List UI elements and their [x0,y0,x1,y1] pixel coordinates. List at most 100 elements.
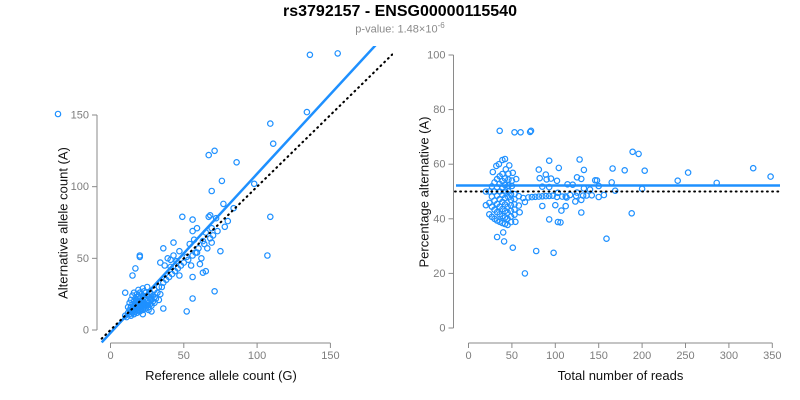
data-point [250,180,258,188]
data-point [501,194,509,202]
data-point [572,192,580,200]
right-plot-x-tick-label: 150 [590,350,608,362]
data-point [189,273,196,281]
data-point [202,267,210,275]
data-point [195,245,202,252]
left-plot-y-tick-label: 50 [77,253,89,265]
data-point [189,227,196,235]
data-point [158,283,166,291]
data-point [593,177,601,184]
data-point [499,229,507,236]
data-point [157,259,164,266]
data-point [558,207,565,214]
data-point [496,127,504,135]
data-point [554,218,562,226]
left-y-axis-title: Alternative allele count (A) [55,147,71,299]
data-point [198,254,205,262]
data-point [218,177,226,185]
data-point [173,257,180,265]
data-point [549,192,557,200]
data-point [577,175,585,183]
data-point [515,202,523,209]
data-point [206,212,214,219]
data-point [507,218,515,226]
data-point [266,120,274,127]
right-plot-y-tick-label: 0 [439,323,445,335]
data-point [558,193,566,200]
right-plot-y-tick-label: 80 [433,104,445,116]
data-point [550,249,557,257]
data-point [211,287,218,295]
data-point [547,175,555,182]
data-point [269,140,277,148]
data-point [528,193,536,201]
right-plot-y-tick-label: 40 [433,213,445,225]
data-point [205,151,213,159]
data-point [504,209,511,217]
left-plot-points [121,50,342,321]
data-point [504,203,511,211]
data-point [140,287,148,295]
data-point [641,167,649,175]
data-point [489,168,497,176]
data-point [749,164,757,172]
data-point [535,166,543,173]
data-point [532,247,540,255]
data-point [501,155,509,163]
data-point [588,192,596,199]
right-x-axis-title: Total number of reads [557,368,684,383]
data-point [306,51,314,59]
data-point [576,156,583,163]
data-point [571,198,579,205]
data-point [517,129,524,136]
data-point [493,233,501,241]
data-point [167,263,174,271]
right-plot-points [482,127,774,277]
left-plot-x-tick-label: 150 [321,350,339,362]
data-point [551,201,559,209]
data-point [224,217,232,225]
data-point [521,198,529,206]
data-point [170,252,177,259]
right-plot-x-tick-label: 0 [465,350,471,362]
data-point [143,283,151,291]
data-point [555,164,563,172]
data-point [531,193,539,201]
data-point [155,283,163,291]
data-point [170,239,177,246]
data-point [201,240,208,248]
data-point [155,296,163,304]
data-point [542,192,550,200]
data-point [603,235,610,243]
right-plot-x-tick-label: 50 [506,350,518,362]
data-point [205,213,213,221]
data-point [221,223,229,231]
data-point [212,214,220,222]
left-x-axis-title: Reference allele count (G) [145,368,297,383]
data-point [214,227,221,235]
data-point [204,245,211,252]
data-point [527,127,535,135]
left-plot-x-tick-label: 0 [107,350,113,362]
data-point [521,270,529,277]
data-point [264,252,271,259]
data-point [209,232,217,239]
data-point [208,239,216,246]
data-point [562,202,570,210]
data-point [635,150,642,158]
right-plot-x-tick-label: 250 [676,350,694,362]
data-point [545,216,553,223]
data-point [303,108,311,116]
data-point [217,247,224,255]
left-plot-x-tick-label: 100 [248,350,266,362]
data-point [482,188,490,195]
pvalue-text: p-value: 1.48×10 [355,23,438,36]
data-point [189,216,196,223]
right-plot-y-tick-label: 20 [433,268,445,280]
left-plot-y-tick-label: 100 [71,181,89,193]
data-point [136,252,144,259]
left-plot-axes: 0 50 100 150 0 50 100 150 [71,110,340,362]
data-point [516,209,524,216]
